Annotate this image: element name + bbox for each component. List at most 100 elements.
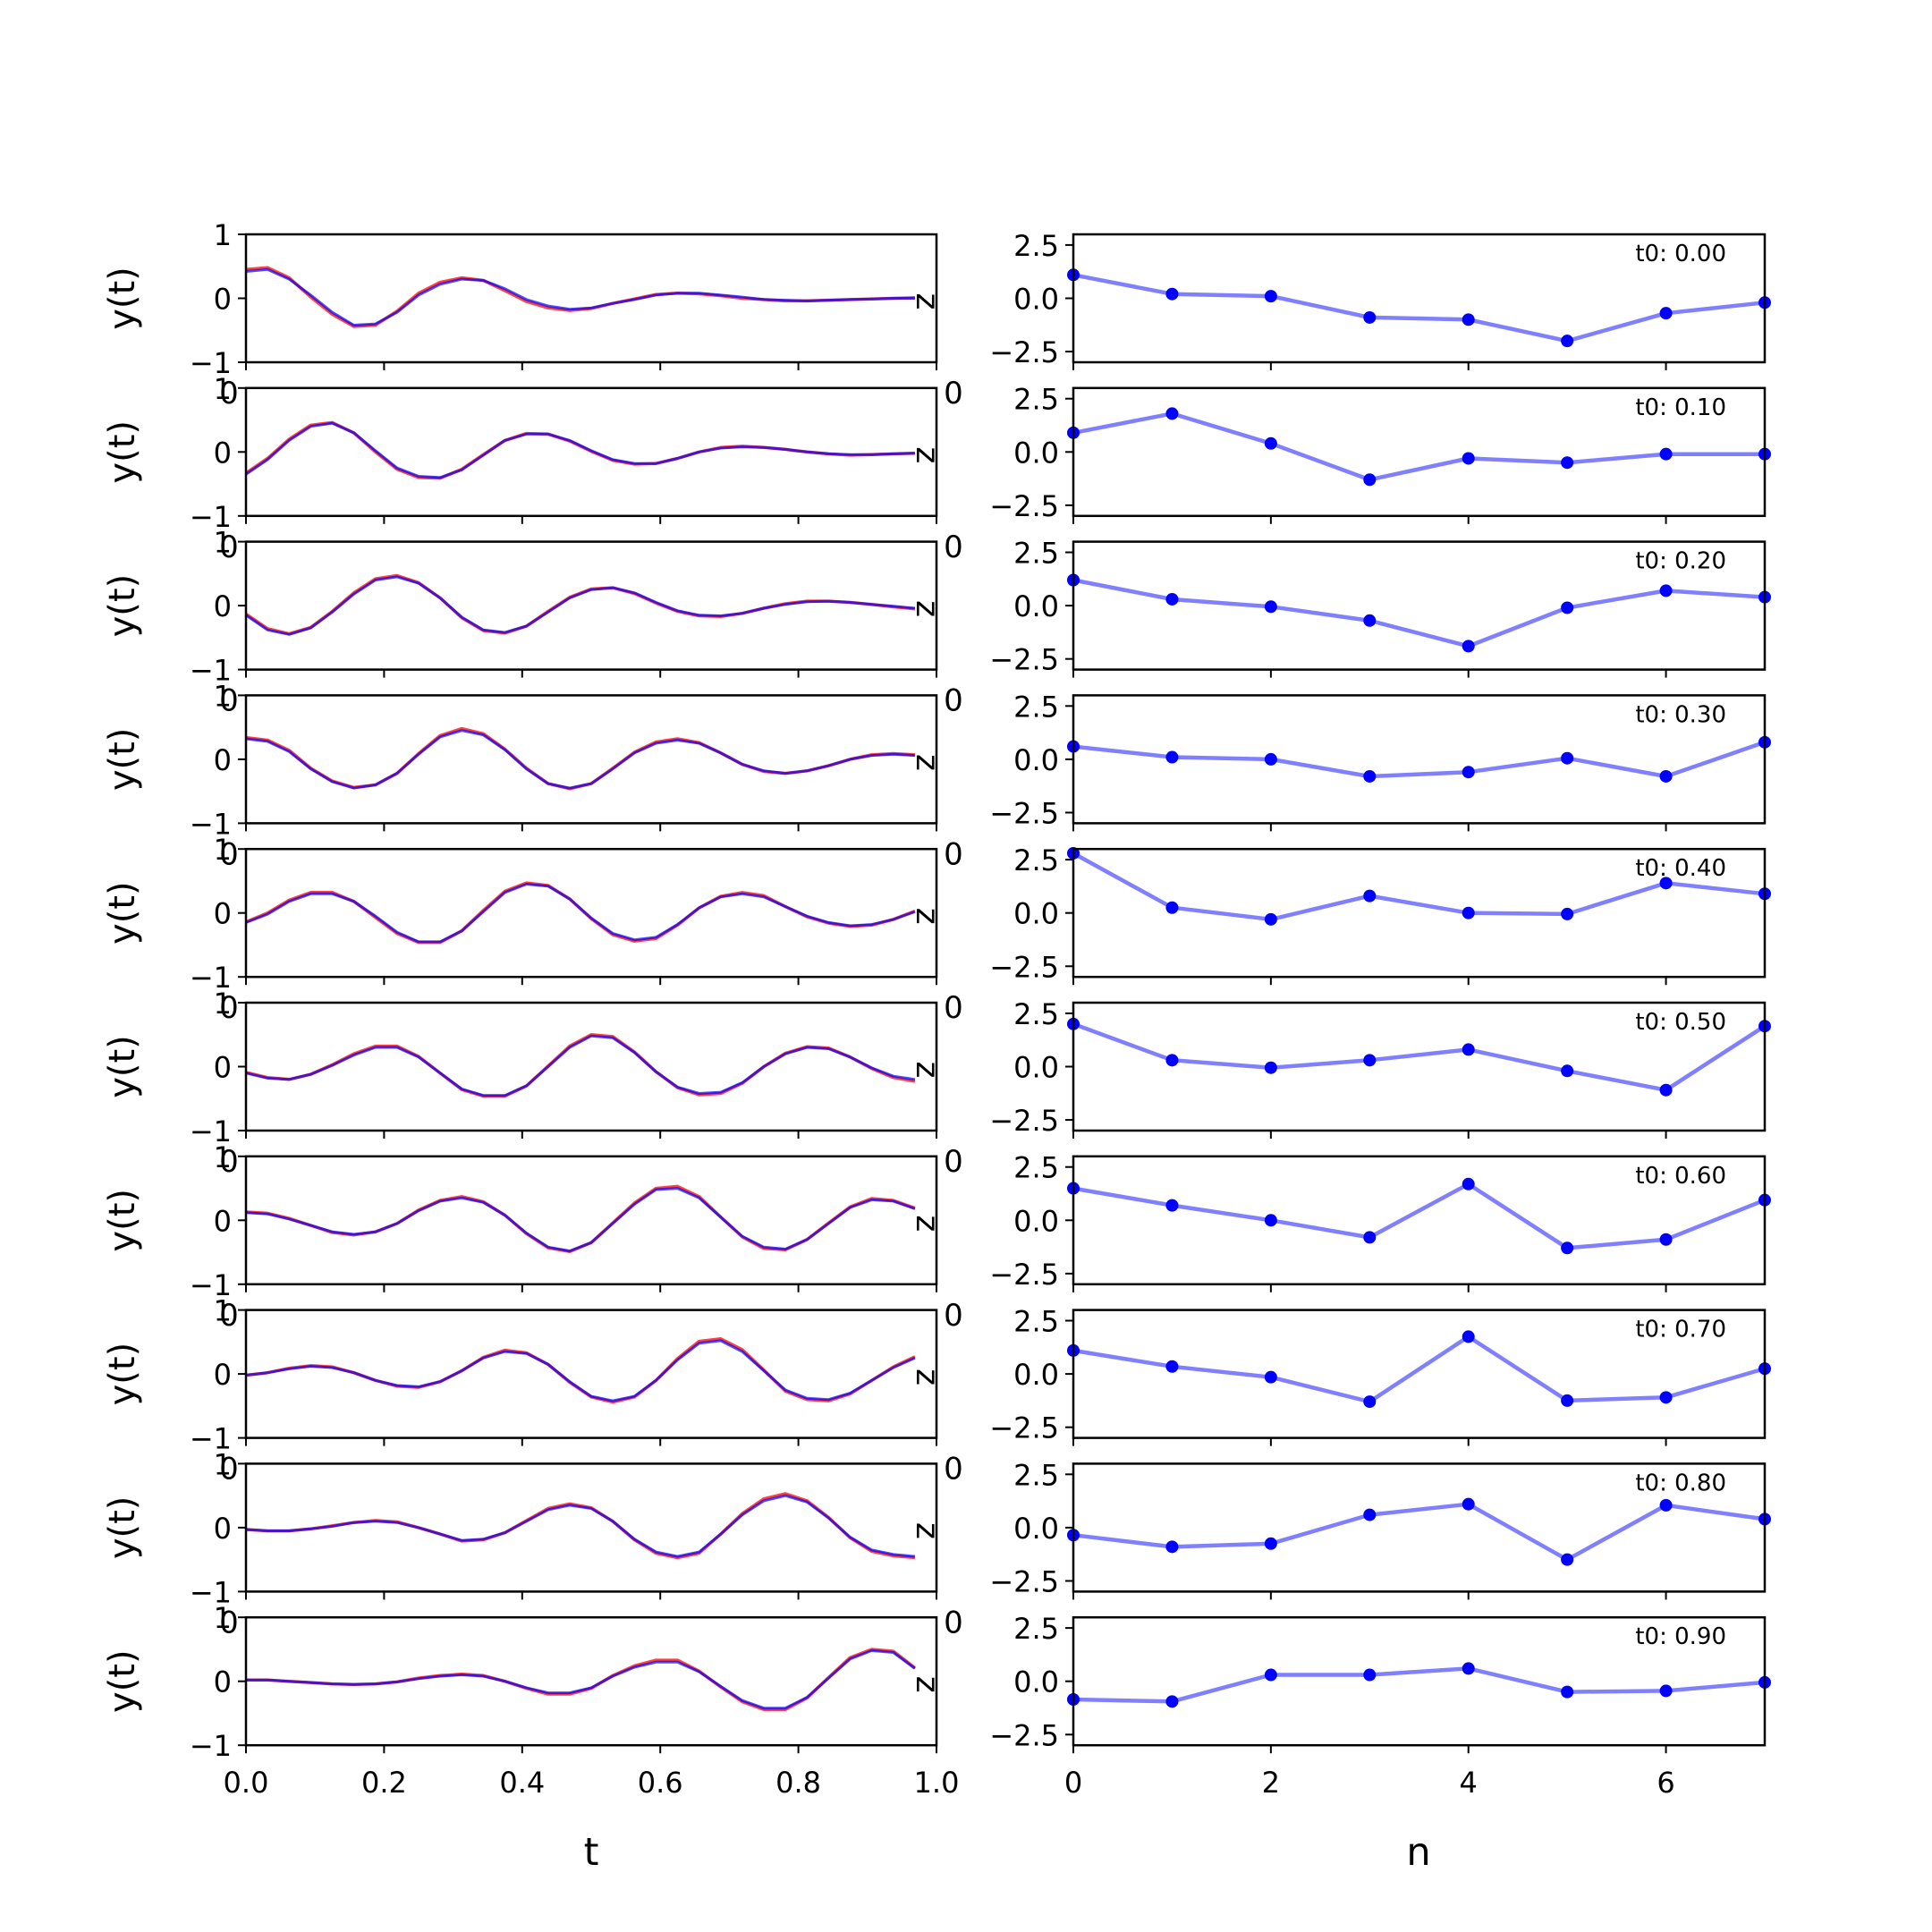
n-series-line [1072, 1335, 1766, 1404]
right-y-tick-label: −2.5 [989, 335, 1059, 369]
stray-tick-label: 0 [219, 1298, 239, 1334]
overlay-axis-label: z [909, 1368, 945, 1385]
overlay-axis-label: z [909, 1062, 945, 1079]
left-y-tick-label: −1 [190, 1422, 232, 1456]
left-y-axis-label: y(t) [102, 1343, 143, 1406]
t0-annotation: t0: 0.00 [1635, 241, 1726, 267]
right-y-tick-label: 0.0 [1013, 283, 1059, 317]
stray-tick-label: 0 [219, 990, 239, 1026]
panel-row: 10−1y(t) z0 02.50.0−2.5t0: 0.60 [102, 1140, 1771, 1334]
n-series-point [1462, 906, 1475, 919]
n-series-point [1363, 889, 1377, 902]
left-y-tick-label: 1 [214, 833, 232, 867]
n-series-point [1659, 447, 1673, 461]
stray-tick-label: 0 [219, 376, 239, 411]
n-series-line [1072, 273, 1766, 343]
left-x-tick-label: 0.0 [224, 1766, 269, 1800]
true-series-line [245, 1034, 916, 1097]
stray-tick-label: 0 [944, 376, 963, 411]
n-series-line [1072, 578, 1766, 648]
left-panel-frame [244, 386, 938, 518]
stray-tick-label: 0 [944, 1452, 963, 1487]
right-y-tick-label: 2.5 [1013, 1305, 1059, 1339]
n-series-point [1659, 584, 1673, 597]
left-x-tick-label: 0.8 [775, 1766, 821, 1800]
t0-annotation: t0: 0.30 [1635, 701, 1726, 728]
stray-tick-label: 0 [219, 1144, 239, 1180]
t0-annotation: t0: 0.20 [1635, 548, 1726, 575]
true-series-line [245, 729, 915, 790]
panel-row: 10−10.0 0.2 0.4 0.6 0.8 1.0y(t) z2.50.0−2.50 2 4… [102, 1601, 1771, 1800]
left-x-tick-label: 0.2 [361, 1766, 407, 1800]
predicted-series-line [245, 881, 916, 945]
left-panel-frame [244, 847, 938, 979]
panel-row: 10−1y(t) z0 02.50.0−2.5t0: 0.00 [102, 218, 1771, 411]
n-series-point [1264, 752, 1277, 766]
n-series-line [1072, 1021, 1767, 1092]
right-y-tick-label: −2.5 [989, 1718, 1059, 1752]
left-y-tick-label: 0 [214, 283, 232, 317]
overlay-axis-label: z [909, 754, 945, 771]
right-y-tick-label: −2.5 [989, 1258, 1059, 1292]
n-series-point [1462, 766, 1475, 779]
left-y-tick-label: −1 [190, 1575, 232, 1609]
right-panel-frame [1072, 540, 1767, 671]
t0-annotation: t0: 0.40 [1635, 855, 1726, 882]
right-y-tick-label: −2.5 [989, 796, 1059, 830]
n-series-point [1363, 769, 1377, 783]
n-series-point [1165, 1540, 1179, 1554]
true-series-line [245, 267, 915, 326]
predicted-series-line [245, 266, 915, 328]
left-y-tick-label: −1 [190, 961, 232, 995]
predicted-series-line [246, 1648, 916, 1711]
true-series-line [245, 575, 916, 636]
left-y-tick-label: −1 [190, 654, 232, 688]
n-series-point [1561, 1394, 1574, 1407]
right-y-tick-label: 2.5 [1013, 843, 1059, 877]
panel-row: 10−1y(t) z0 02.50.0−2.5t0: 0.20 [102, 526, 1771, 719]
left-y-tick-label: 1 [214, 1601, 232, 1635]
left-y-tick-label: 0 [214, 743, 232, 777]
left-y-tick-label: −1 [190, 807, 232, 841]
left-panel-frame [244, 694, 938, 825]
right-y-tick-label: −2.5 [989, 643, 1059, 677]
n-series-point [1462, 452, 1475, 465]
right-y-tick-label: 2.5 [1013, 229, 1059, 263]
n-series-line [1072, 411, 1765, 482]
right-panel-frame [1072, 1309, 1767, 1439]
left-panel-frame [244, 1462, 938, 1593]
n-series-point [1561, 751, 1574, 765]
left-y-axis-label: y(t) [102, 1035, 143, 1098]
t0-annotation: t0: 0.70 [1635, 1317, 1726, 1343]
right-panel-frame [1072, 233, 1767, 364]
right-panel-frame [1072, 386, 1767, 518]
true-series-line [245, 1494, 916, 1558]
stray-tick-label: 0 [219, 836, 239, 872]
overlay-axis-label: z [909, 1522, 945, 1539]
n-series-point [1462, 1330, 1475, 1343]
left-y-tick-label: 1 [214, 526, 232, 560]
n-series-line [1072, 852, 1766, 922]
right-x-axis-label: n [1406, 1830, 1430, 1875]
right-x-tick-label: 0 [1064, 1766, 1082, 1800]
stray-tick-label: 0 [944, 1298, 963, 1334]
right-y-tick-label: 2.5 [1013, 383, 1059, 417]
left-x-tick-label: 0.4 [499, 1766, 545, 1800]
n-series-point [1165, 1695, 1179, 1708]
right-y-tick-label: 0.0 [1013, 743, 1059, 777]
right-x-tick-label: 4 [1460, 1766, 1478, 1800]
right-y-tick-label: 2.5 [1013, 1458, 1059, 1492]
n-series-point [1264, 1370, 1277, 1384]
left-x-tick-label: 0.6 [638, 1766, 683, 1800]
n-series-point [1659, 1233, 1673, 1246]
stray-tick-label: 0 [219, 530, 239, 565]
right-y-tick-label: 2.5 [1013, 997, 1059, 1031]
n-series-point [1363, 614, 1377, 627]
overlay-axis-label: z [909, 600, 945, 617]
stray-tick-label: 0 [944, 1605, 963, 1640]
right-y-tick-label: 0.0 [1013, 1358, 1059, 1392]
left-y-axis-label: y(t) [102, 881, 143, 945]
n-series-point [1659, 1684, 1673, 1698]
left-y-axis-label: y(t) [102, 1189, 143, 1252]
panel-row: 10−1y(t) z0 02.50.0−2.5t0: 0.50 [102, 987, 1771, 1180]
